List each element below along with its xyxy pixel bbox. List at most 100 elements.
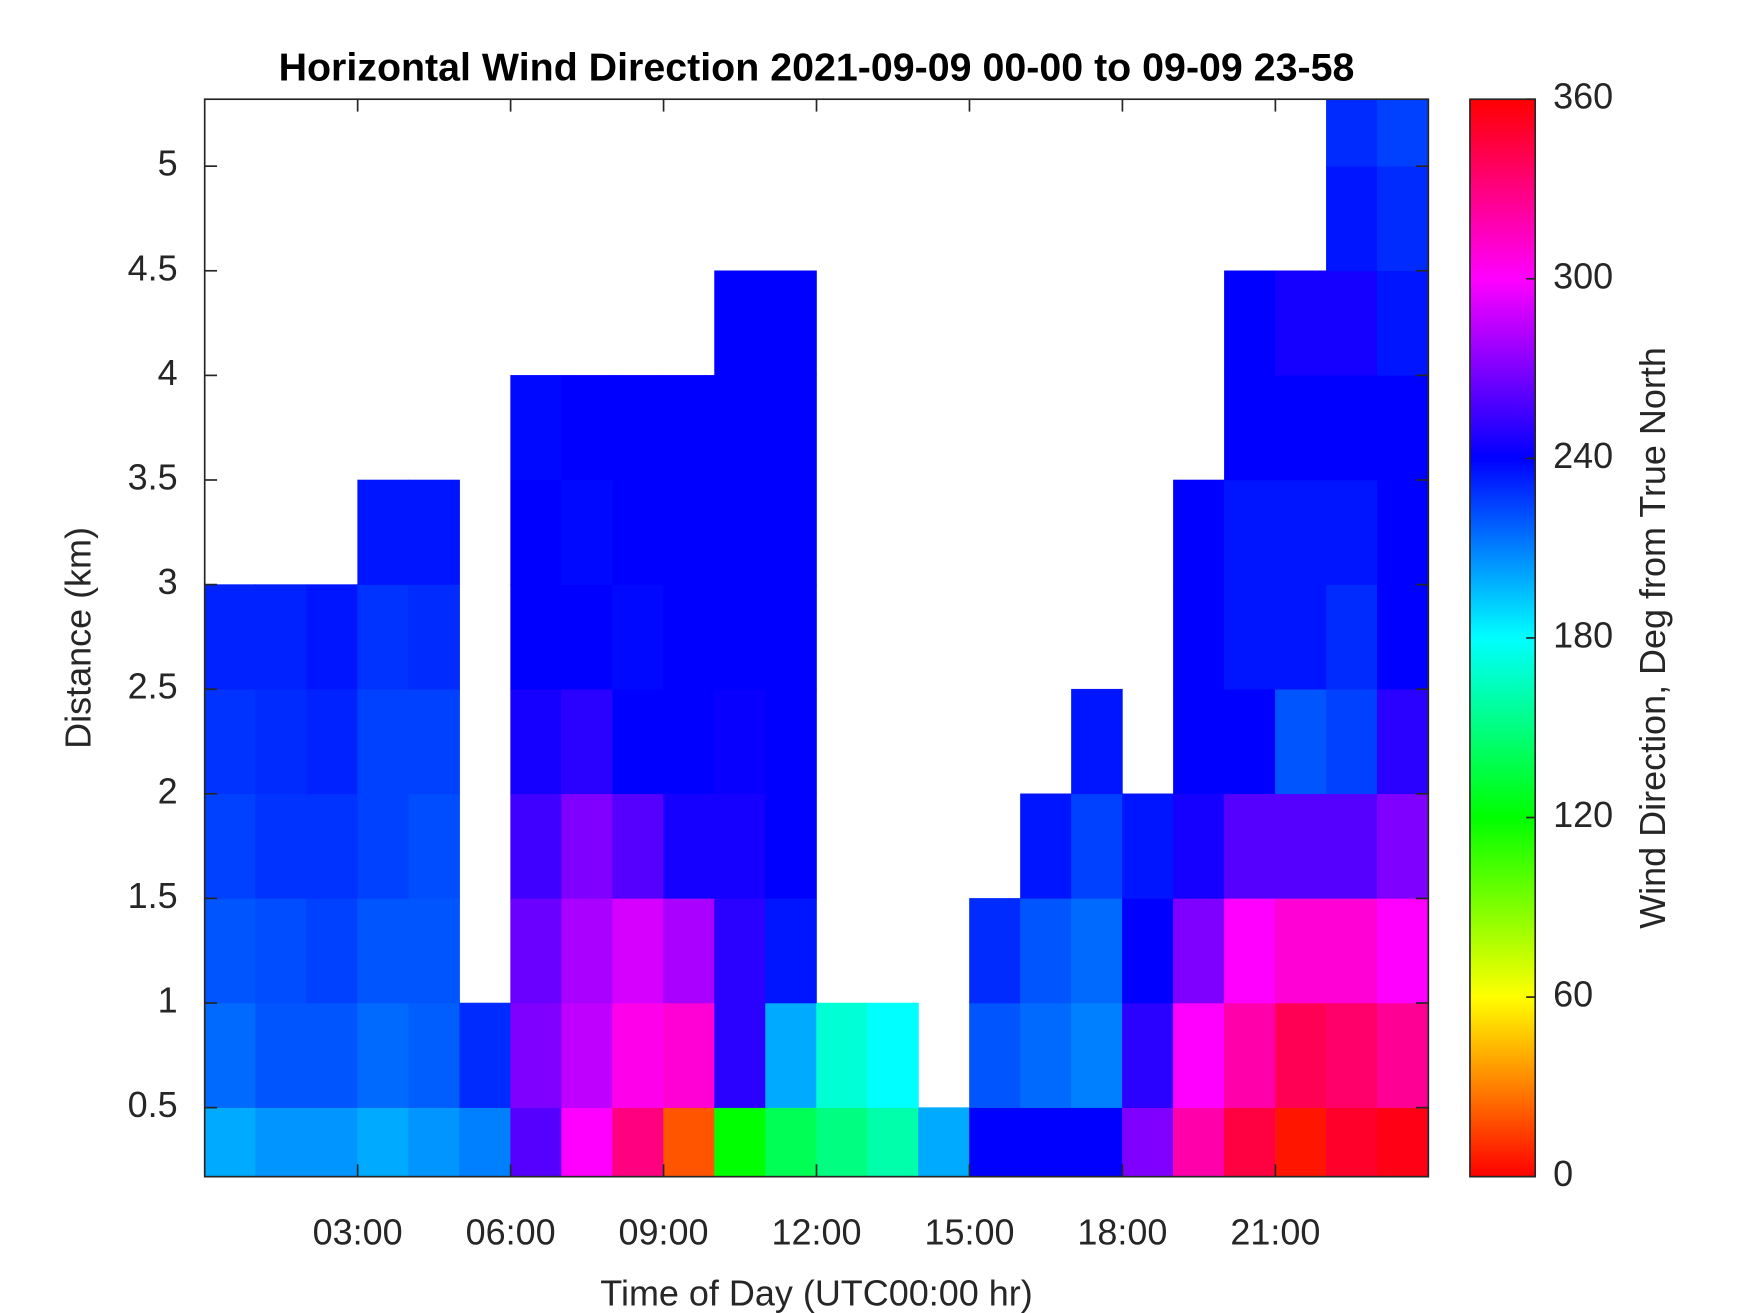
heatmap-cell (408, 1002, 460, 1108)
heatmap-cell (1224, 898, 1276, 1004)
heatmap-cell (1377, 1107, 1429, 1177)
heatmap-cell (765, 584, 817, 690)
x-tick-label: 15:00 (924, 1212, 1014, 1253)
heatmap-cell (714, 688, 766, 795)
heatmap-cell (765, 688, 817, 795)
colorbar-tick-label: 300 (1553, 255, 1613, 296)
colorbar-tick-label: 360 (1553, 76, 1613, 117)
x-tick-label: 06:00 (466, 1212, 556, 1253)
heatmap-cell (459, 1107, 511, 1177)
heatmap-cell (408, 898, 460, 1004)
heatmap-cell (561, 1107, 613, 1177)
x-tick-label: 21:00 (1230, 1212, 1320, 1253)
heatmap-cell (357, 584, 409, 690)
heatmap-cell (408, 688, 460, 795)
heatmap-cell (510, 688, 562, 795)
heatmap-cell (1173, 584, 1225, 690)
heatmap-cell (255, 898, 307, 1004)
heatmap-cell (765, 1002, 817, 1108)
heatmap-cell (1377, 584, 1429, 690)
heatmap-cell (765, 270, 817, 376)
heatmap-cell (1020, 793, 1072, 899)
heatmap-cell (1173, 1002, 1225, 1108)
heatmap-cell (1224, 479, 1276, 585)
heatmap-cell (612, 479, 664, 585)
heatmap-cell (1275, 375, 1327, 481)
heatmap-cell (255, 688, 307, 795)
x-tick-label: 18:00 (1077, 1212, 1167, 1253)
heatmap-cell (510, 1002, 562, 1108)
heatmap-cell (357, 688, 409, 795)
heatmap-cell (306, 688, 358, 795)
heatmap-cell (1377, 375, 1429, 481)
heatmap-cell (1122, 1107, 1174, 1177)
heatmap-cell (816, 1107, 868, 1177)
heatmap-cell (1377, 793, 1429, 899)
heatmap-cell (765, 479, 817, 585)
heatmap-cell (1326, 793, 1378, 899)
heatmap-cell (765, 1107, 817, 1177)
heatmap-cell (663, 793, 715, 899)
y-tick-label: 2 (158, 770, 178, 811)
heatmap-cell (255, 793, 307, 899)
heatmap-cell (1071, 1107, 1123, 1177)
heatmap-cell (1224, 375, 1276, 481)
heatmap-cell (1224, 793, 1276, 899)
heatmap-cell (357, 898, 409, 1004)
heatmap-cell (561, 584, 613, 690)
heatmap-cell (663, 584, 715, 690)
heatmap-cell (969, 1107, 1021, 1177)
heatmap-cell (1020, 898, 1072, 1004)
heatmap-cell (510, 584, 562, 690)
heatmap-cell (612, 898, 664, 1004)
heatmap-cell (1326, 270, 1378, 376)
heatmap-cell (765, 793, 817, 899)
heatmap-cell (612, 1002, 664, 1108)
heatmap-cell (1275, 584, 1327, 690)
x-axis-label: Time of Day (UTC00:00 hr) (600, 1272, 1032, 1313)
colorbar-tick-label: 0 (1553, 1153, 1573, 1194)
heatmap-cell (1224, 1002, 1276, 1108)
heatmap-cell (663, 479, 715, 585)
y-tick-label: 1.5 (128, 875, 178, 916)
y-axis-label: Distance (km) (57, 527, 98, 749)
heatmap-cell (612, 688, 664, 795)
heatmap-cell (1071, 898, 1123, 1004)
y-tick-label: 4.5 (128, 247, 178, 288)
heatmap-cell (765, 375, 817, 481)
heatmap-cell (306, 1002, 358, 1108)
heatmap-cell (204, 688, 256, 795)
heatmap-cell (1275, 1002, 1327, 1108)
heatmap-cell (1071, 793, 1123, 899)
heatmap-cell (714, 1107, 766, 1177)
heatmap-cell (1377, 165, 1429, 272)
heatmap-cell (714, 270, 766, 376)
colorbar-tick-label: 60 (1553, 974, 1593, 1015)
heatmap-cell (561, 688, 613, 795)
heatmap-cell (663, 1107, 715, 1177)
x-tick-label: 03:00 (313, 1212, 403, 1253)
heatmap-cell (510, 898, 562, 1004)
heatmap-cell (714, 375, 766, 481)
heatmap (204, 98, 1429, 1177)
heatmap-cell (1326, 1107, 1378, 1177)
heatmap-cell (1020, 1002, 1072, 1108)
heatmap-cell (510, 479, 562, 585)
y-tick-label: 4 (158, 352, 178, 393)
heatmap-cell (204, 1107, 256, 1177)
heatmap-cell (1122, 898, 1174, 1004)
heatmap-cell (1377, 479, 1429, 585)
heatmap-cell (1173, 688, 1225, 795)
heatmap-cell (1377, 898, 1429, 1004)
heatmap-cell (561, 479, 613, 585)
heatmap-cell (612, 375, 664, 481)
x-tick-label: 12:00 (772, 1212, 862, 1253)
heatmap-cell (714, 479, 766, 585)
heatmap-cell (306, 584, 358, 690)
heatmap-cell (408, 793, 460, 899)
heatmap-cell (612, 1107, 664, 1177)
heatmap-cell (510, 375, 562, 481)
heatmap-cell (357, 793, 409, 899)
heatmap-cell (1020, 1107, 1072, 1177)
